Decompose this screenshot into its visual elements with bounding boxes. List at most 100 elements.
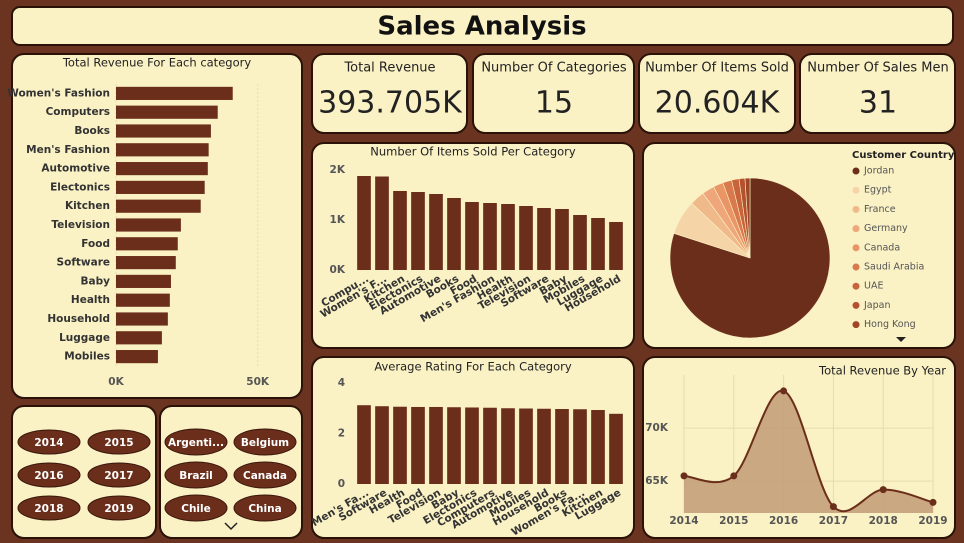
y-tick-label: Computers bbox=[46, 106, 110, 118]
x-tick-label: 2014 bbox=[669, 515, 698, 527]
y-tick-label: Mobiles bbox=[64, 351, 110, 363]
point bbox=[879, 486, 887, 494]
legend-swatch bbox=[852, 263, 860, 271]
slicer-button[interactable] bbox=[17, 462, 81, 488]
bar bbox=[555, 209, 569, 270]
slicer-label[interactable]: 2017 bbox=[104, 470, 133, 482]
chart-title: Total Revenue By Year bbox=[818, 364, 946, 378]
kpi-card bbox=[638, 53, 796, 134]
bar bbox=[116, 274, 171, 288]
y-tick-label: 1K bbox=[330, 214, 346, 226]
x-tick-label: 0K bbox=[108, 376, 124, 388]
bar bbox=[393, 406, 407, 484]
slicer-label[interactable]: Chile bbox=[181, 503, 211, 515]
slicer-label[interactable]: 2014 bbox=[34, 437, 63, 449]
bar bbox=[591, 218, 605, 270]
x-tick-label: 50K bbox=[246, 376, 270, 388]
point bbox=[929, 498, 937, 506]
bar bbox=[116, 256, 176, 270]
slicer-button[interactable] bbox=[87, 462, 151, 488]
bar bbox=[429, 194, 443, 270]
slicer-button[interactable] bbox=[17, 495, 81, 521]
x-tick-label: 2015 bbox=[719, 515, 748, 527]
kpi-value: 31 bbox=[859, 86, 897, 121]
slicer-label[interactable]: China bbox=[248, 503, 281, 515]
slicer-label[interactable]: Argenti... bbox=[168, 437, 224, 449]
y-tick-label: 70K bbox=[645, 422, 669, 434]
bar bbox=[357, 405, 371, 484]
legend-label: Hong Kong bbox=[864, 319, 916, 330]
slicer-button[interactable] bbox=[87, 495, 151, 521]
bar bbox=[116, 350, 158, 364]
slicer-label[interactable]: 2018 bbox=[34, 503, 63, 515]
bar bbox=[483, 407, 497, 484]
legend-swatch bbox=[852, 205, 860, 213]
slicer-label[interactable]: 2016 bbox=[34, 470, 63, 482]
y-tick-label: Software bbox=[57, 257, 110, 269]
bar bbox=[429, 406, 443, 484]
area bbox=[684, 390, 933, 513]
point bbox=[780, 387, 788, 395]
legend-swatch bbox=[852, 167, 860, 175]
bar bbox=[116, 162, 208, 176]
chart-title: Number Of Items Sold Per Category bbox=[370, 145, 576, 159]
legend-swatch bbox=[852, 186, 860, 194]
bar bbox=[501, 204, 515, 270]
y-tick-label: Books bbox=[74, 125, 110, 137]
y-tick-label: 0K bbox=[330, 264, 346, 276]
bar bbox=[116, 237, 178, 251]
y-tick-label: 2K bbox=[330, 164, 346, 176]
scroll-arrow[interactable] bbox=[896, 337, 906, 342]
y-tick-label: Television bbox=[51, 219, 110, 231]
legend-label: Jordan bbox=[863, 166, 894, 177]
bar bbox=[591, 410, 605, 484]
y-tick-label: Women's Fashion bbox=[7, 87, 110, 99]
y-tick-label: 2 bbox=[338, 428, 345, 440]
slicer-label[interactable]: 2019 bbox=[104, 503, 133, 515]
scroll-arrow[interactable] bbox=[224, 522, 238, 531]
title-panel bbox=[11, 6, 954, 46]
kpi-value: 15 bbox=[535, 86, 573, 121]
bar bbox=[116, 143, 209, 157]
dashboard-title: Sales Analysis bbox=[377, 12, 586, 42]
bar bbox=[609, 413, 623, 484]
slicer-label[interactable]: Canada bbox=[243, 470, 287, 482]
bar bbox=[537, 208, 551, 270]
bar bbox=[411, 192, 425, 270]
kpi-card bbox=[799, 53, 956, 134]
bar bbox=[447, 198, 461, 270]
y-tick-label: 0 bbox=[338, 478, 345, 490]
slicer-button[interactable] bbox=[164, 494, 228, 522]
slicer-button[interactable] bbox=[233, 461, 297, 489]
slicer-button[interactable] bbox=[233, 428, 297, 456]
slicer-button[interactable] bbox=[17, 429, 81, 455]
y-tick-label: Automotive bbox=[41, 163, 110, 175]
bar bbox=[555, 409, 569, 484]
legend-swatch bbox=[852, 321, 860, 329]
bar bbox=[483, 203, 497, 270]
bar bbox=[573, 409, 587, 484]
bar bbox=[393, 191, 407, 270]
bar bbox=[519, 206, 533, 270]
bar bbox=[116, 180, 205, 194]
slicer-label[interactable]: Brazil bbox=[179, 470, 213, 482]
legend-label: UAE bbox=[864, 281, 883, 292]
slicer-button[interactable] bbox=[87, 429, 151, 455]
slicer-label[interactable]: Belgium bbox=[241, 437, 289, 449]
kpi-label: Number Of Categories bbox=[481, 61, 627, 76]
bar bbox=[465, 202, 479, 270]
slicer-button[interactable] bbox=[164, 461, 228, 489]
kpi-value: 20.604K bbox=[655, 86, 781, 121]
slicer-label[interactable]: 2015 bbox=[104, 437, 133, 449]
point bbox=[829, 503, 837, 511]
legend-label: Canada bbox=[864, 242, 900, 253]
bar bbox=[447, 407, 461, 484]
slicer-button[interactable] bbox=[164, 428, 228, 456]
bar bbox=[116, 312, 168, 326]
bar bbox=[411, 406, 425, 484]
slicer-button[interactable] bbox=[233, 494, 297, 522]
legend-label: France bbox=[864, 204, 896, 215]
bar bbox=[609, 222, 623, 270]
y-tick-label: Kitchen bbox=[65, 200, 110, 212]
kpi-value: 393.705K bbox=[318, 86, 463, 121]
